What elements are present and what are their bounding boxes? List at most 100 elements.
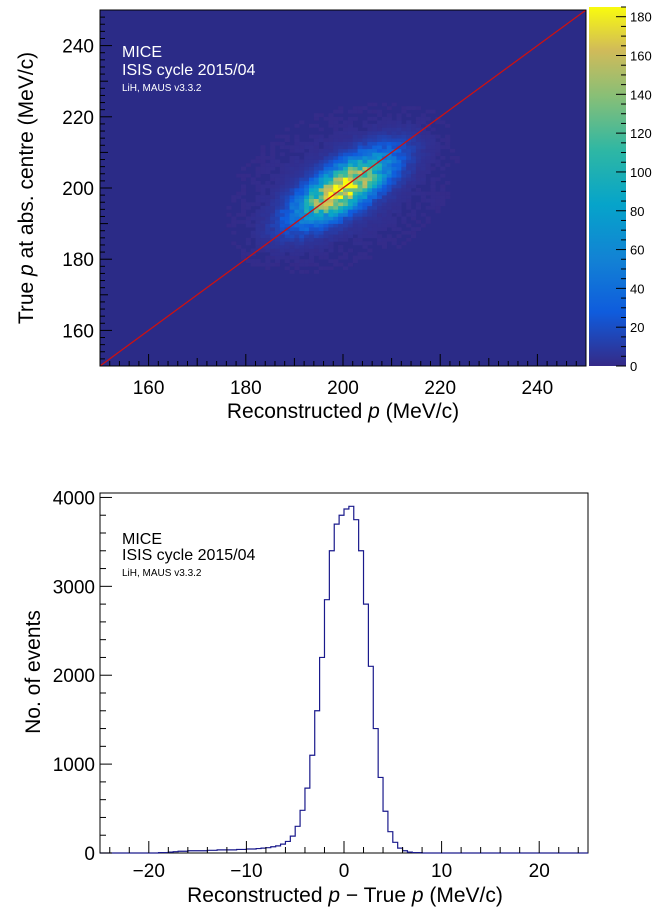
heatmap-cell bbox=[318, 180, 324, 185]
heatmap-cell bbox=[391, 152, 397, 157]
heatmap-cell bbox=[430, 134, 436, 139]
heatmap-cell bbox=[328, 184, 334, 189]
heatmap-cell bbox=[357, 230, 363, 235]
heatmap-cell bbox=[362, 244, 368, 249]
heatmap-cell bbox=[406, 106, 412, 110]
heatmap-cell bbox=[270, 262, 276, 267]
heatmap-cell bbox=[255, 170, 261, 175]
heatmap-cell bbox=[386, 148, 392, 153]
heatmap-cell bbox=[328, 173, 334, 178]
heatmap-cell bbox=[411, 159, 417, 164]
heatmap-cell bbox=[357, 195, 363, 199]
heatmap-cell bbox=[308, 173, 315, 178]
heatmap-cell bbox=[377, 212, 383, 217]
heatmap-cell bbox=[333, 163, 339, 167]
heatmap-cell bbox=[343, 148, 349, 153]
heatmap-cell bbox=[294, 259, 300, 264]
heatmap-cell bbox=[284, 127, 290, 132]
heatmap-cell bbox=[362, 120, 368, 125]
heatmap-cell bbox=[449, 155, 456, 160]
heatmap-cell bbox=[352, 152, 358, 157]
heatmap-cell bbox=[401, 148, 407, 153]
heatmap-cell bbox=[425, 159, 431, 164]
heatmap-cell bbox=[333, 159, 339, 164]
heatmap-cell bbox=[381, 159, 388, 164]
heatmap-cell bbox=[372, 223, 378, 228]
heatmap-cell bbox=[270, 198, 276, 203]
heatmap-cell bbox=[245, 173, 251, 178]
heatmap-cell bbox=[323, 141, 329, 146]
heatmap-cell bbox=[362, 166, 368, 171]
heatmap-cell bbox=[265, 244, 271, 249]
heatmap-cell bbox=[338, 248, 344, 253]
heatmap-cell bbox=[357, 205, 363, 210]
heatmap-cell bbox=[347, 195, 354, 199]
heatmap-cell bbox=[270, 145, 276, 150]
heatmap-cell bbox=[274, 220, 281, 224]
heatmap-cell bbox=[289, 248, 295, 253]
heatmap-cell bbox=[284, 134, 290, 139]
heatmap-cell bbox=[362, 152, 368, 157]
heatmap-cell bbox=[260, 209, 266, 214]
heatmap-cell bbox=[284, 138, 290, 143]
heatmap-cell bbox=[260, 166, 266, 171]
heatmap-cell bbox=[265, 266, 271, 271]
heatmap-cell bbox=[347, 152, 354, 157]
heatmap-cell bbox=[440, 120, 446, 125]
heatmap-cell bbox=[323, 244, 329, 249]
heatmap-cell bbox=[391, 138, 397, 143]
heatmap-cell bbox=[231, 223, 237, 228]
heatmap-cell bbox=[411, 191, 417, 196]
heatmap-cell bbox=[255, 155, 261, 160]
heatmap-cell bbox=[381, 120, 388, 125]
heatmap-cell bbox=[226, 223, 232, 228]
x-axis-ticks-bottom: −20 −10 0 10 20 bbox=[109, 841, 579, 882]
heatmap-cell bbox=[284, 205, 290, 210]
heatmap-cell bbox=[435, 191, 441, 196]
heatmap-cell bbox=[406, 145, 412, 150]
annotation-software: LiH, MAUS v3.3.2 bbox=[122, 83, 202, 94]
heatmap-cell bbox=[333, 205, 339, 210]
heatmap-cell bbox=[381, 123, 388, 128]
heatmap-cell bbox=[357, 148, 363, 153]
heatmap-cell bbox=[274, 259, 281, 264]
heatmap-cell bbox=[313, 230, 319, 235]
heatmap-cell bbox=[386, 120, 392, 125]
heatmap-cell bbox=[328, 138, 334, 143]
heatmap-cell bbox=[347, 116, 354, 121]
heatmap-cell bbox=[250, 223, 256, 228]
heatmap-cell bbox=[396, 209, 402, 214]
heatmap-cell bbox=[260, 237, 266, 242]
heatmap-cell bbox=[338, 141, 344, 146]
heatmap-cell bbox=[270, 202, 276, 207]
heatmap-cell bbox=[304, 180, 310, 185]
heatmap-cell bbox=[313, 166, 319, 171]
heatmap-cell bbox=[343, 159, 349, 164]
heatmap-cell bbox=[313, 252, 319, 256]
heatmap-cell bbox=[377, 127, 383, 132]
heatmap-cell bbox=[343, 173, 349, 178]
heatmap-cell bbox=[352, 155, 358, 160]
heatmap-cell bbox=[328, 234, 334, 239]
heatmap-cell bbox=[420, 173, 426, 178]
heatmap-cell bbox=[362, 131, 368, 135]
heatmap-cell bbox=[299, 230, 305, 235]
heatmap-cell bbox=[343, 166, 349, 171]
heatmap-cell bbox=[396, 123, 402, 128]
heatmap-cell bbox=[391, 141, 397, 146]
heatmap-cell bbox=[362, 180, 368, 185]
heatmap-cell bbox=[415, 180, 422, 185]
heatmap-cell bbox=[279, 248, 285, 253]
heatmap-cell bbox=[435, 148, 441, 153]
heatmap-cell bbox=[420, 120, 426, 125]
heatmap-cell bbox=[333, 209, 339, 214]
heatmap-cell bbox=[420, 195, 426, 199]
heatmap-cell bbox=[372, 180, 378, 185]
heatmap-cell bbox=[362, 255, 368, 260]
heatmap-cell bbox=[343, 145, 349, 150]
heatmap-cell bbox=[343, 155, 349, 160]
heatmap-cell bbox=[372, 198, 378, 203]
heatmap-cell bbox=[386, 127, 392, 132]
heatmap-cell bbox=[313, 173, 319, 178]
heatmap-cell bbox=[411, 234, 417, 239]
